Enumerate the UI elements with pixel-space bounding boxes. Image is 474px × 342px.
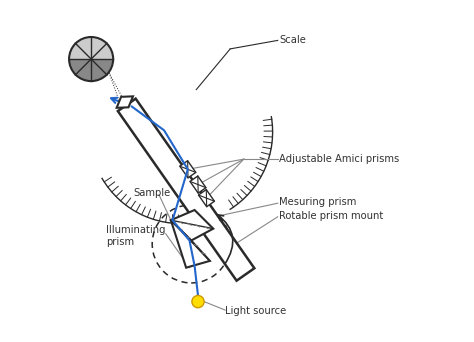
Polygon shape xyxy=(190,176,206,193)
Text: Illuminating
prism: Illuminating prism xyxy=(106,225,166,247)
Polygon shape xyxy=(117,96,133,108)
Polygon shape xyxy=(118,98,255,281)
Text: Rotable prism mount: Rotable prism mount xyxy=(279,211,383,221)
Polygon shape xyxy=(171,220,210,268)
Wedge shape xyxy=(69,37,113,59)
Polygon shape xyxy=(171,210,213,240)
Text: Light source: Light source xyxy=(225,306,286,316)
Wedge shape xyxy=(69,59,113,81)
Text: Adjustable Amici prisms: Adjustable Amici prisms xyxy=(279,154,400,164)
Polygon shape xyxy=(180,161,196,178)
Polygon shape xyxy=(199,189,214,207)
Text: Sample: Sample xyxy=(134,188,171,198)
Text: Scale: Scale xyxy=(279,36,306,45)
Circle shape xyxy=(192,295,204,308)
Text: Mesuring prism: Mesuring prism xyxy=(279,197,357,207)
